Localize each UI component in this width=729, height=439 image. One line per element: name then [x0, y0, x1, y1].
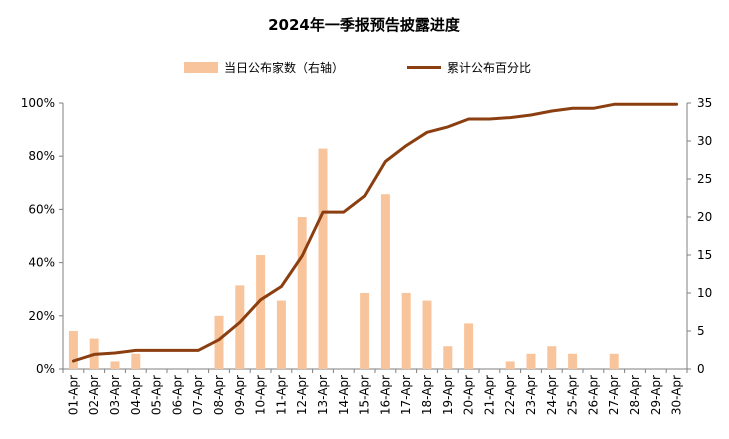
x-tick-label: 17-Apr: [399, 375, 413, 415]
right-tick-label: 5: [697, 324, 705, 338]
x-tick-label: 22-Apr: [503, 375, 517, 415]
bar: [526, 353, 536, 369]
bar: [256, 255, 266, 369]
legend-bar-swatch: [184, 62, 218, 73]
bar: [318, 148, 328, 369]
right-tick-label: 15: [697, 248, 712, 262]
x-tick-label: 20-Apr: [462, 375, 476, 415]
bar: [380, 194, 390, 369]
x-tick-label: 15-Apr: [358, 375, 372, 415]
x-tick-label: 10-Apr: [254, 375, 268, 415]
x-tick-label: 23-Apr: [524, 375, 538, 415]
x-tick-label: 26-Apr: [586, 375, 600, 415]
left-tick-label: 60%: [28, 202, 55, 216]
bar: [110, 361, 120, 369]
bar: [422, 300, 432, 369]
bar: [276, 300, 286, 369]
line-series: [71, 102, 679, 363]
bar: [443, 346, 453, 369]
right-tick-label: 0: [697, 362, 705, 376]
x-tick-label: 05-Apr: [150, 375, 164, 415]
x-tick-label: 04-Apr: [129, 375, 143, 415]
bar: [547, 346, 557, 369]
bar: [360, 293, 370, 369]
x-tick-label: 07-Apr: [191, 375, 205, 415]
x-tick-label: 14-Apr: [337, 375, 351, 415]
left-tick-label: 0%: [36, 362, 55, 376]
left-tick-label: 100%: [21, 96, 55, 110]
legend: 当日公布家数（右轴） 累计公布百分比: [184, 60, 531, 75]
x-tick-label: 24-Apr: [545, 375, 559, 415]
left-axis-ticks: 0% 20% 40% 60% 80% 100%: [21, 96, 63, 376]
bar: [297, 217, 307, 369]
legend-bar-label: 当日公布家数（右轴）: [224, 60, 344, 75]
x-tick-label: 13-Apr: [316, 375, 330, 415]
x-tick-label: 18-Apr: [420, 375, 434, 415]
legend-line-label: 累计公布百分比: [447, 61, 531, 75]
x-tick-label: 08-Apr: [212, 375, 226, 415]
chart-title: 2024年一季报预告披露进度: [268, 16, 461, 34]
bar: [464, 323, 474, 369]
x-tick-label: 21-Apr: [482, 375, 496, 415]
x-tick-label: 30-Apr: [670, 375, 684, 415]
x-tick-label: 25-Apr: [566, 375, 580, 415]
x-tick-label: 01-Apr: [66, 375, 80, 415]
x-tick-label: 16-Apr: [378, 375, 392, 415]
x-tick-label: 28-Apr: [628, 375, 642, 415]
bar: [214, 315, 224, 369]
left-tick-label: 80%: [28, 149, 55, 163]
right-tick-label: 30: [697, 134, 712, 148]
bar: [401, 293, 411, 369]
x-tick-label: 06-Apr: [170, 375, 184, 415]
bar: [505, 361, 515, 369]
x-tick-label: 11-Apr: [274, 375, 288, 415]
bar-series: [68, 148, 619, 369]
x-tick-label: 02-Apr: [87, 375, 101, 415]
right-tick-label: 20: [697, 210, 712, 224]
bar: [609, 353, 619, 369]
bar: [68, 331, 78, 369]
right-tick-label: 10: [697, 286, 712, 300]
x-tick-label: 03-Apr: [108, 375, 122, 415]
x-tick-label: 27-Apr: [607, 375, 621, 415]
x-tick-label: 19-Apr: [441, 375, 455, 415]
bar: [235, 285, 245, 369]
x-tick-label: 12-Apr: [295, 375, 309, 415]
left-tick-label: 20%: [28, 309, 55, 323]
x-tick-label: 09-Apr: [233, 375, 247, 415]
axes: [62, 103, 688, 370]
right-axis-ticks: 0 5 10 15 20 25 30 35: [687, 96, 712, 376]
cumulative-line: [71, 102, 679, 363]
bar: [568, 353, 578, 369]
x-axis-ticks: 01-Apr 02-Apr 03-Apr 04-Apr 05-Apr 06-Apr 07-A…: [62, 369, 688, 415]
right-tick-label: 25: [697, 172, 712, 186]
left-tick-label: 40%: [28, 256, 55, 270]
x-tick-label: 29-Apr: [649, 375, 663, 415]
right-tick-label: 35: [697, 96, 712, 110]
bar: [131, 353, 141, 369]
